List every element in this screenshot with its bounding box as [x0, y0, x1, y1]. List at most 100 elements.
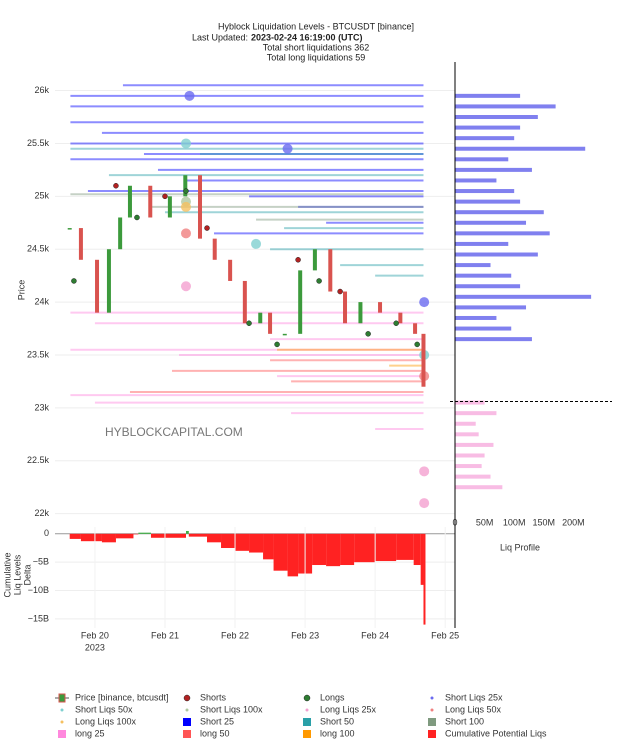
candle — [228, 259, 233, 281]
profile-bar — [455, 485, 503, 490]
profile-bar — [455, 104, 556, 109]
candle — [378, 302, 383, 313]
y-tick-label: 22.5k — [27, 455, 50, 465]
legend-icon — [58, 693, 66, 703]
profile-bar — [455, 136, 515, 141]
candle — [282, 333, 287, 336]
delta-bar — [273, 533, 288, 571]
legend-icon — [185, 708, 189, 712]
candle — [198, 175, 203, 239]
x-tick-label: Feb 22 — [221, 630, 249, 640]
candle — [398, 312, 403, 324]
delta-bar — [396, 533, 414, 560]
candle — [78, 228, 83, 260]
chart-title: Hyblock Liquidation Levels - BTCUSDT [bi… — [218, 21, 414, 31]
liq-bubble — [180, 228, 191, 239]
y-tick-label: 0 — [44, 528, 49, 538]
candle — [242, 280, 247, 324]
trade-dot — [183, 188, 189, 194]
legend-label: Long Liqs 50x — [445, 704, 502, 714]
profile-bar — [455, 326, 512, 331]
profile-bar — [455, 464, 482, 469]
candle — [312, 249, 317, 271]
profile-bar — [455, 125, 521, 130]
delta-bar — [375, 533, 397, 562]
legend-label: Short Liqs 100x — [200, 704, 263, 714]
plot-layers: 22k 22.5k 23k 23.5k 24k 24.5k 25k 25.5k 26k Price… — [2, 84, 612, 738]
profile-bar — [455, 115, 538, 120]
candle — [67, 228, 72, 230]
candle — [343, 291, 348, 324]
y-tick-label: −10B — [28, 585, 49, 595]
legend-label: Long Liqs 25x — [320, 704, 377, 714]
y-axis-label: Price — [16, 280, 26, 301]
trade-dot — [295, 257, 301, 263]
profile-bar — [455, 146, 586, 151]
trade-dot — [274, 341, 280, 348]
trade-dot — [71, 278, 77, 284]
delta-bar — [354, 533, 376, 563]
trade-dot — [365, 331, 371, 337]
updated-label: Last Updated: — [192, 32, 248, 42]
header: Hyblock Liquidation Levels - BTCUSDT [bi… — [192, 21, 414, 62]
liq-bubble — [282, 143, 293, 154]
delta-bar — [101, 533, 116, 543]
x-year-label: 2023 — [85, 642, 105, 652]
legend-label: Longs — [320, 692, 345, 702]
updated-time: 2023-02-24 16:19:00 (UTC) — [251, 32, 363, 42]
watermark: HYBLOCKCAPITAL.COM — [105, 425, 243, 439]
legend-icon — [303, 694, 311, 702]
profile-bar — [455, 411, 497, 416]
profile-bar — [455, 157, 509, 162]
x-tick-label: Feb 20 — [81, 630, 109, 640]
liq-bubble — [419, 466, 430, 477]
y-axis-label: Liq Levels — [12, 554, 22, 595]
profile-bar — [455, 189, 515, 194]
y-tick-label: 25.5k — [27, 138, 50, 148]
profile-bar — [455, 442, 494, 447]
legend-label: long 50 — [200, 728, 230, 738]
liq-bubble — [180, 281, 191, 292]
x-tick-label: Feb 24 — [361, 630, 389, 640]
profile-bar — [455, 273, 512, 278]
long-total: Total long liquidations 59 — [267, 52, 366, 62]
y-tick-label: 23k — [34, 402, 49, 412]
delta-bar — [207, 533, 222, 543]
liq-bubble — [251, 238, 262, 249]
legend-icon — [303, 718, 311, 726]
x-tick-label: 50M — [476, 517, 494, 527]
legend-icon — [183, 694, 191, 702]
profile-bar — [455, 93, 521, 98]
delta-bar — [420, 533, 424, 585]
profile-bar — [455, 294, 592, 299]
profile-bar — [455, 263, 491, 268]
delta-bar — [188, 533, 208, 537]
delta-bar — [413, 533, 421, 566]
legend-icon — [303, 730, 311, 738]
liq-bubble — [184, 90, 195, 101]
trade-dot — [316, 278, 322, 284]
candle — [183, 175, 188, 197]
delta-bar — [235, 533, 250, 551]
liq-bubble — [180, 138, 191, 149]
legend-label: Long Liqs 100x — [75, 716, 137, 726]
liq-bubble — [419, 297, 430, 308]
profile-bar — [455, 167, 532, 172]
delta-bar — [133, 533, 139, 535]
y-axis-label: Cumulative — [2, 552, 12, 597]
y-tick-label: 22k — [34, 508, 49, 518]
legend-label: Short Liqs 25x — [445, 692, 503, 702]
legend-label: Short 50 — [320, 716, 354, 726]
y-tick-label: 25k — [34, 191, 49, 201]
legend-label: Short Liqs 50x — [75, 704, 133, 714]
x-axis-label: Liq Profile — [500, 542, 540, 552]
legend-icon — [60, 720, 64, 724]
profile-bar — [455, 453, 485, 458]
delta-bar — [340, 533, 355, 566]
profile-bar — [455, 178, 497, 183]
candle — [167, 196, 172, 218]
legend-icon — [428, 718, 436, 726]
delta-bar — [185, 530, 189, 534]
profile-bar — [455, 305, 527, 310]
